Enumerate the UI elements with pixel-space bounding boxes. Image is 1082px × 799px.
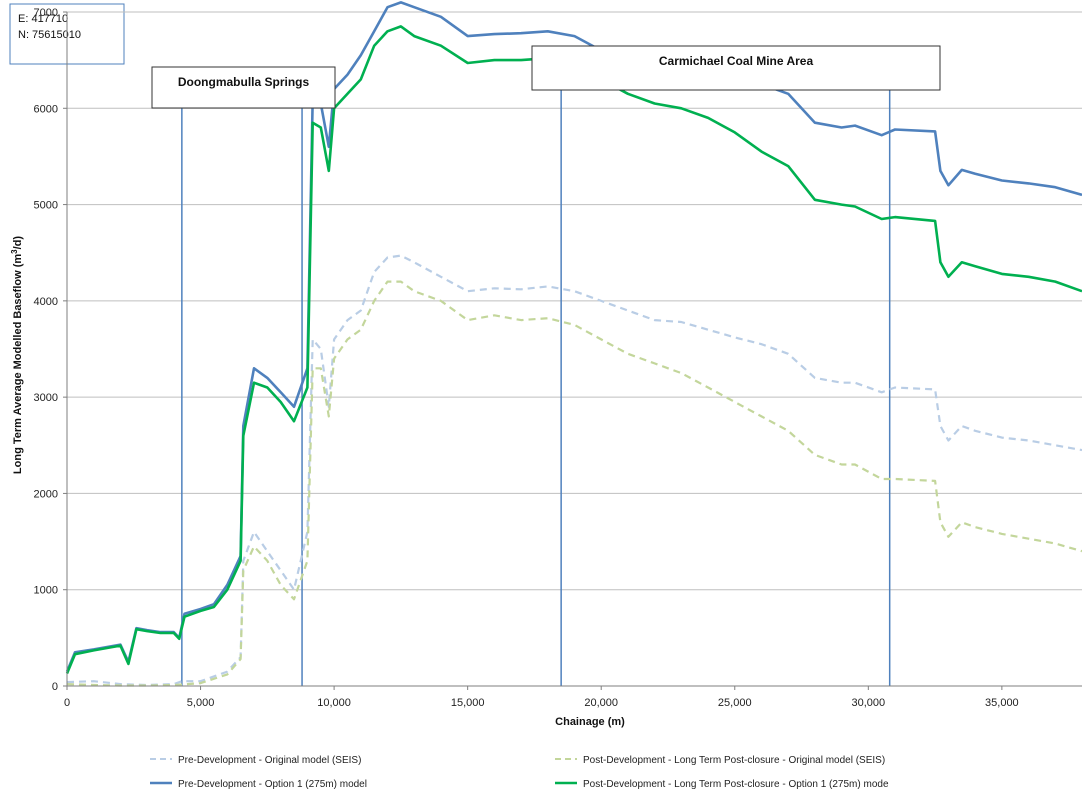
coordinate-easting: E: 417710 — [18, 13, 68, 25]
y-tick-label: 3000 — [34, 392, 58, 404]
x-tick-label: 25,000 — [718, 697, 752, 709]
annotation-boxes: Doongmabulla Springs Carmichael Coal Mine… — [151, 45, 941, 109]
annotation-box — [531, 45, 941, 91]
legend-label: Pre-Development - Original model (SEIS) — [178, 755, 361, 766]
x-tick-labels: 0 5,000 10,000 15,000 20,000 25,000 30,000 35,0… — [64, 697, 1019, 709]
annotation-lines — [181, 90, 891, 686]
axes — [63, 11, 1082, 690]
legend-label: Post-Development - Long Term Post-closur… — [583, 779, 889, 790]
x-axis-title: Chainage (m) — [555, 716, 625, 728]
x-tick-label: 5,000 — [187, 697, 215, 709]
x-tick-label: 30,000 — [851, 697, 885, 709]
series-line — [65, 25, 1082, 674]
y-tick-label: 7000 — [34, 7, 58, 19]
series-lines — [65, 1, 1082, 687]
x-tick-label: 20,000 — [584, 697, 618, 709]
x-tick-label: 10,000 — [317, 697, 351, 709]
series-line — [66, 254, 1082, 687]
y-tick-label: 5000 — [34, 200, 58, 212]
y-axis-title-sup: 3 — [10, 249, 19, 254]
legend-label: Post-Development - Long Term Post-closur… — [583, 755, 885, 766]
legend-label: Pre-Development - Option 1 (275m) model — [178, 779, 367, 790]
y-tick-label: 6000 — [34, 103, 58, 115]
y-axis-title: Long Term Average Modelled Baseflow (m3/… — [10, 236, 24, 474]
annotation-label: Doongmabulla Springs — [178, 75, 310, 89]
y-tick-label: 4000 — [34, 296, 58, 308]
coordinate-northing: N: 75615010 — [18, 29, 81, 41]
x-tick-label: 35,000 — [985, 697, 1019, 709]
y-tick-label: 2000 — [34, 488, 58, 500]
annotation-label: Carmichael Coal Mine Area — [659, 54, 814, 68]
x-tick-label: 15,000 — [451, 697, 485, 709]
y-tick-labels: 0 1000 2000 3000 4000 5000 6000 7000 — [34, 7, 58, 693]
series-line — [66, 280, 1082, 687]
x-tick-label: 0 — [64, 697, 70, 709]
y-axis-title-tail: /d) — [12, 236, 24, 250]
legend: Pre-Development - Original model (SEIS) P… — [150, 755, 889, 790]
y-axis-title-main: Long Term Average Modelled Baseflow (m — [12, 254, 24, 474]
y-tick-label: 1000 — [34, 585, 58, 597]
y-tick-label: 0 — [52, 681, 58, 693]
annotation-box — [151, 66, 336, 109]
